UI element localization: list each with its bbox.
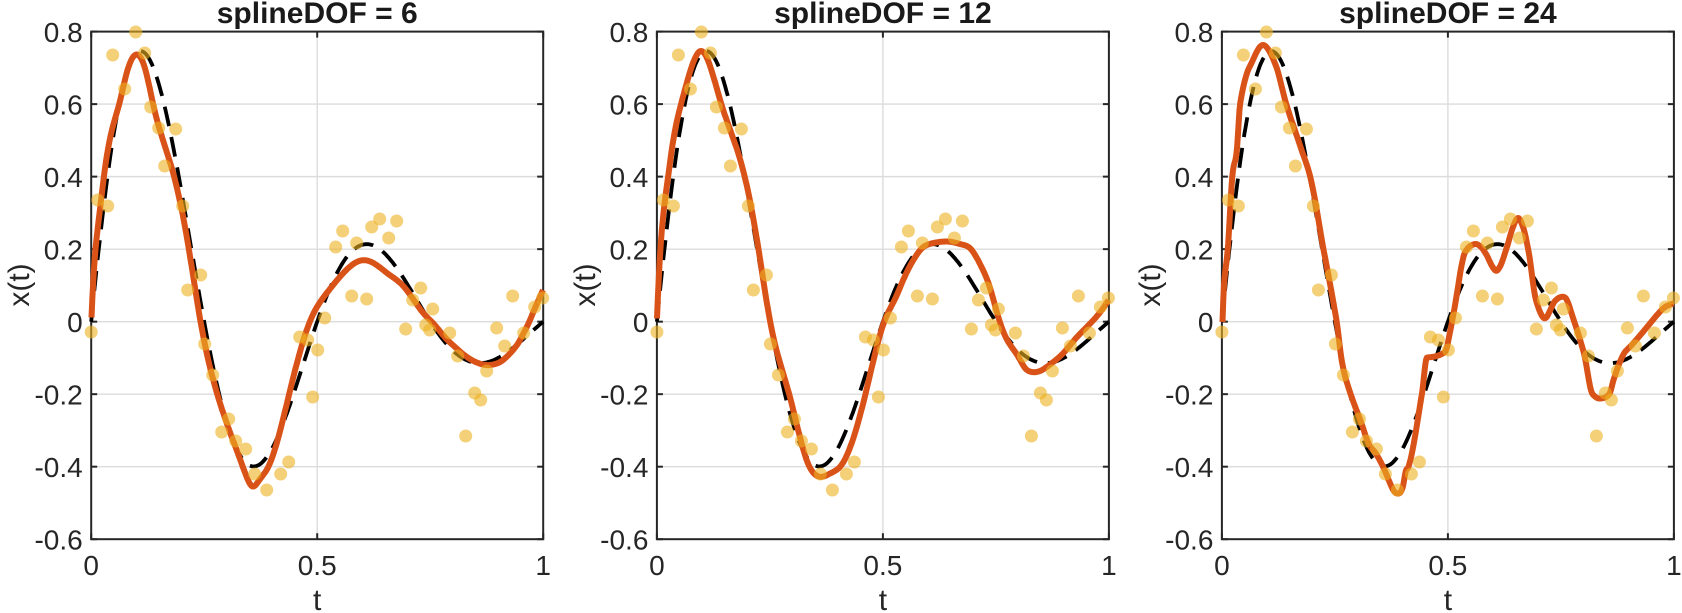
svg-text:0.5: 0.5 — [863, 550, 902, 581]
svg-text:0.5: 0.5 — [1428, 550, 1467, 581]
svg-text:-0.2: -0.2 — [600, 379, 648, 410]
svg-text:splineDOF = 6: splineDOF = 6 — [217, 0, 418, 30]
svg-text:-0.6: -0.6 — [1165, 525, 1213, 556]
svg-text:1: 1 — [1666, 550, 1682, 581]
svg-text:0.2: 0.2 — [44, 234, 83, 265]
svg-text:-0.4: -0.4 — [600, 452, 648, 483]
svg-text:0.5: 0.5 — [298, 550, 337, 581]
svg-text:1: 1 — [1101, 550, 1117, 581]
svg-text:-0.4: -0.4 — [34, 452, 82, 483]
svg-text:splineDOF = 24: splineDOF = 24 — [1339, 0, 1557, 30]
svg-text:t: t — [1444, 584, 1453, 613]
svg-text:splineDOF = 12: splineDOF = 12 — [774, 0, 992, 30]
svg-text:0.2: 0.2 — [609, 234, 648, 265]
svg-text:t: t — [879, 584, 888, 613]
svg-text:x(t): x(t) — [1134, 263, 1167, 306]
svg-text:0.6: 0.6 — [609, 89, 648, 120]
svg-text:-0.4: -0.4 — [1165, 452, 1213, 483]
svg-text:0.8: 0.8 — [44, 17, 83, 48]
svg-text:0: 0 — [1198, 307, 1214, 338]
svg-text:1: 1 — [535, 550, 551, 581]
svg-text:0.4: 0.4 — [44, 162, 83, 193]
svg-text:0.8: 0.8 — [1174, 17, 1213, 48]
svg-text:0.6: 0.6 — [1174, 89, 1213, 120]
svg-text:0: 0 — [1214, 550, 1230, 581]
svg-text:0: 0 — [633, 307, 649, 338]
svg-text:0: 0 — [649, 550, 665, 581]
svg-text:t: t — [313, 584, 322, 613]
svg-text:-0.2: -0.2 — [1165, 379, 1213, 410]
svg-text:-0.6: -0.6 — [34, 525, 82, 556]
svg-text:0.4: 0.4 — [609, 162, 648, 193]
svg-text:-0.2: -0.2 — [34, 379, 82, 410]
svg-text:0.4: 0.4 — [1174, 162, 1213, 193]
svg-text:0.6: 0.6 — [44, 89, 83, 120]
svg-text:x(t): x(t) — [3, 263, 36, 306]
svg-text:0.8: 0.8 — [609, 17, 648, 48]
svg-text:-0.6: -0.6 — [600, 525, 648, 556]
svg-text:0.2: 0.2 — [1174, 234, 1213, 265]
svg-text:0: 0 — [67, 307, 83, 338]
svg-text:x(t): x(t) — [569, 263, 602, 306]
svg-text:0: 0 — [83, 550, 99, 581]
